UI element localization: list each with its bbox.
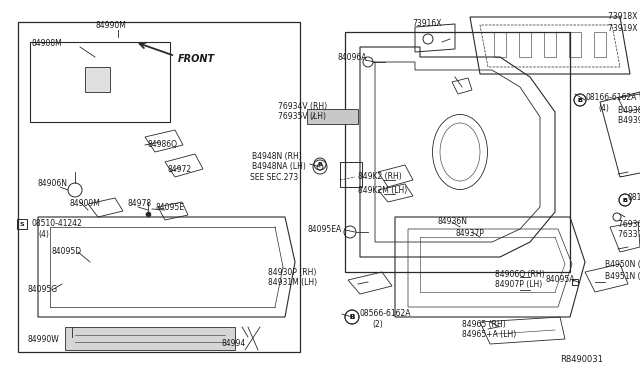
- Polygon shape: [65, 327, 235, 350]
- Text: B4948N (RH): B4948N (RH): [252, 153, 301, 161]
- Text: 08166-6162A: 08166-6162A: [585, 93, 636, 102]
- Text: 84930P (RH): 84930P (RH): [268, 267, 316, 276]
- Text: B: B: [623, 198, 627, 202]
- Text: B4948NA (LH): B4948NA (LH): [252, 163, 306, 171]
- Text: 84908M: 84908M: [32, 39, 63, 48]
- Text: 84936N: 84936N: [438, 218, 468, 227]
- Text: (4): (4): [598, 103, 609, 112]
- Text: 84909M: 84909M: [70, 199, 101, 208]
- Text: 84994: 84994: [222, 340, 246, 349]
- Text: 08566-6162A: 08566-6162A: [360, 310, 412, 318]
- Text: 73916X: 73916X: [412, 19, 442, 29]
- Text: 84931M (LH): 84931M (LH): [268, 278, 317, 286]
- Text: 849K2 (RH): 849K2 (RH): [358, 173, 402, 182]
- Text: 84972: 84972: [168, 166, 192, 174]
- Text: 84986Q: 84986Q: [148, 140, 178, 148]
- Text: 73918X (RH): 73918X (RH): [608, 13, 640, 22]
- Text: B: B: [317, 161, 323, 167]
- Text: R8490031: R8490031: [560, 356, 603, 365]
- Text: 76337X (LH): 76337X (LH): [618, 230, 640, 238]
- Text: B: B: [577, 97, 582, 103]
- Text: B: B: [577, 97, 582, 103]
- Text: S: S: [20, 221, 24, 227]
- Text: B: B: [623, 198, 627, 202]
- Text: 84095E: 84095E: [155, 202, 184, 212]
- Text: 84965 (RH): 84965 (RH): [462, 320, 506, 328]
- Text: (4): (4): [38, 230, 49, 238]
- Polygon shape: [307, 109, 358, 124]
- Bar: [17, 219, 27, 229]
- Text: B4938N (RH): B4938N (RH): [618, 106, 640, 115]
- Text: 84965+A (LH): 84965+A (LH): [462, 330, 516, 339]
- Text: SEE SEC.273: SEE SEC.273: [250, 173, 298, 182]
- Text: 84096A: 84096A: [338, 52, 367, 61]
- Text: B4951N (LH): B4951N (LH): [605, 272, 640, 280]
- Text: 84907P (LH): 84907P (LH): [495, 280, 542, 289]
- Text: 08166-6162A: 08166-6162A: [628, 192, 640, 202]
- Polygon shape: [85, 67, 110, 92]
- Text: (2): (2): [372, 321, 383, 330]
- Text: FRONT: FRONT: [178, 54, 215, 64]
- Text: 76935V (LH): 76935V (LH): [278, 112, 326, 122]
- Text: 84990W: 84990W: [28, 336, 60, 344]
- Text: 849K2M (LH): 849K2M (LH): [358, 186, 407, 195]
- Text: 84978: 84978: [128, 199, 152, 208]
- Text: 76934V (RH): 76934V (RH): [278, 103, 327, 112]
- Text: 84095G: 84095G: [28, 285, 58, 295]
- Text: 84095A: 84095A: [545, 276, 575, 285]
- Text: 84095D: 84095D: [52, 247, 82, 257]
- Text: 08510-41242: 08510-41242: [32, 219, 83, 228]
- Text: B4950N (RH): B4950N (RH): [605, 260, 640, 269]
- Text: B4939 (LH): B4939 (LH): [618, 115, 640, 125]
- Text: 84990M: 84990M: [95, 20, 126, 29]
- Text: 84937P: 84937P: [455, 230, 484, 238]
- Text: 84095EA: 84095EA: [308, 225, 342, 234]
- Text: B: B: [349, 314, 355, 320]
- Text: 84906Q (RH): 84906Q (RH): [495, 269, 545, 279]
- Text: 76936X (RH): 76936X (RH): [618, 219, 640, 228]
- Text: B: B: [349, 314, 355, 320]
- Text: 84906N: 84906N: [38, 180, 68, 189]
- Text: 73919X (LH): 73919X (LH): [608, 23, 640, 32]
